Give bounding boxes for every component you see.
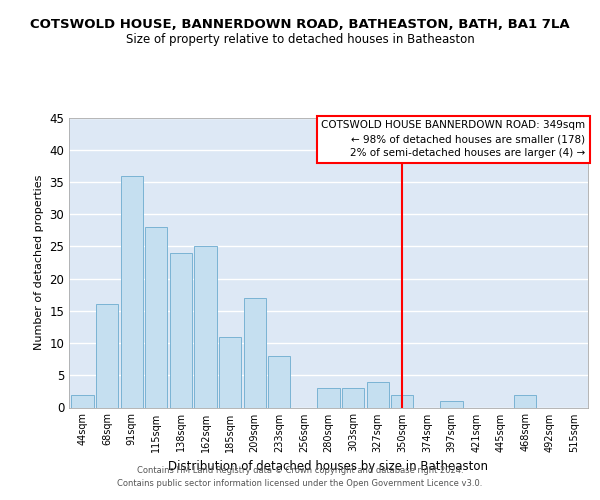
Bar — [71, 394, 94, 407]
Text: COTSWOLD HOUSE, BANNERDOWN ROAD, BATHEASTON, BATH, BA1 7LA: COTSWOLD HOUSE, BANNERDOWN ROAD, BATHEAS… — [30, 18, 570, 30]
Bar — [367, 382, 389, 407]
Bar — [342, 388, 364, 407]
Bar — [219, 336, 241, 407]
Bar — [96, 304, 118, 408]
Text: COTSWOLD HOUSE BANNERDOWN ROAD: 349sqm
← 98% of detached houses are smaller (178: COTSWOLD HOUSE BANNERDOWN ROAD: 349sqm ←… — [321, 120, 586, 158]
Y-axis label: Number of detached properties: Number of detached properties — [34, 175, 44, 350]
Text: Size of property relative to detached houses in Batheaston: Size of property relative to detached ho… — [125, 32, 475, 46]
Text: Contains HM Land Registry data © Crown copyright and database right 2024.
Contai: Contains HM Land Registry data © Crown c… — [118, 466, 482, 487]
Bar — [391, 394, 413, 407]
Bar — [440, 401, 463, 407]
Bar — [145, 227, 167, 408]
Bar — [514, 394, 536, 407]
Bar — [268, 356, 290, 408]
Bar — [121, 176, 143, 408]
Bar — [317, 388, 340, 407]
Bar — [170, 253, 192, 408]
X-axis label: Distribution of detached houses by size in Batheaston: Distribution of detached houses by size … — [169, 460, 488, 473]
Bar — [244, 298, 266, 408]
Bar — [194, 246, 217, 408]
